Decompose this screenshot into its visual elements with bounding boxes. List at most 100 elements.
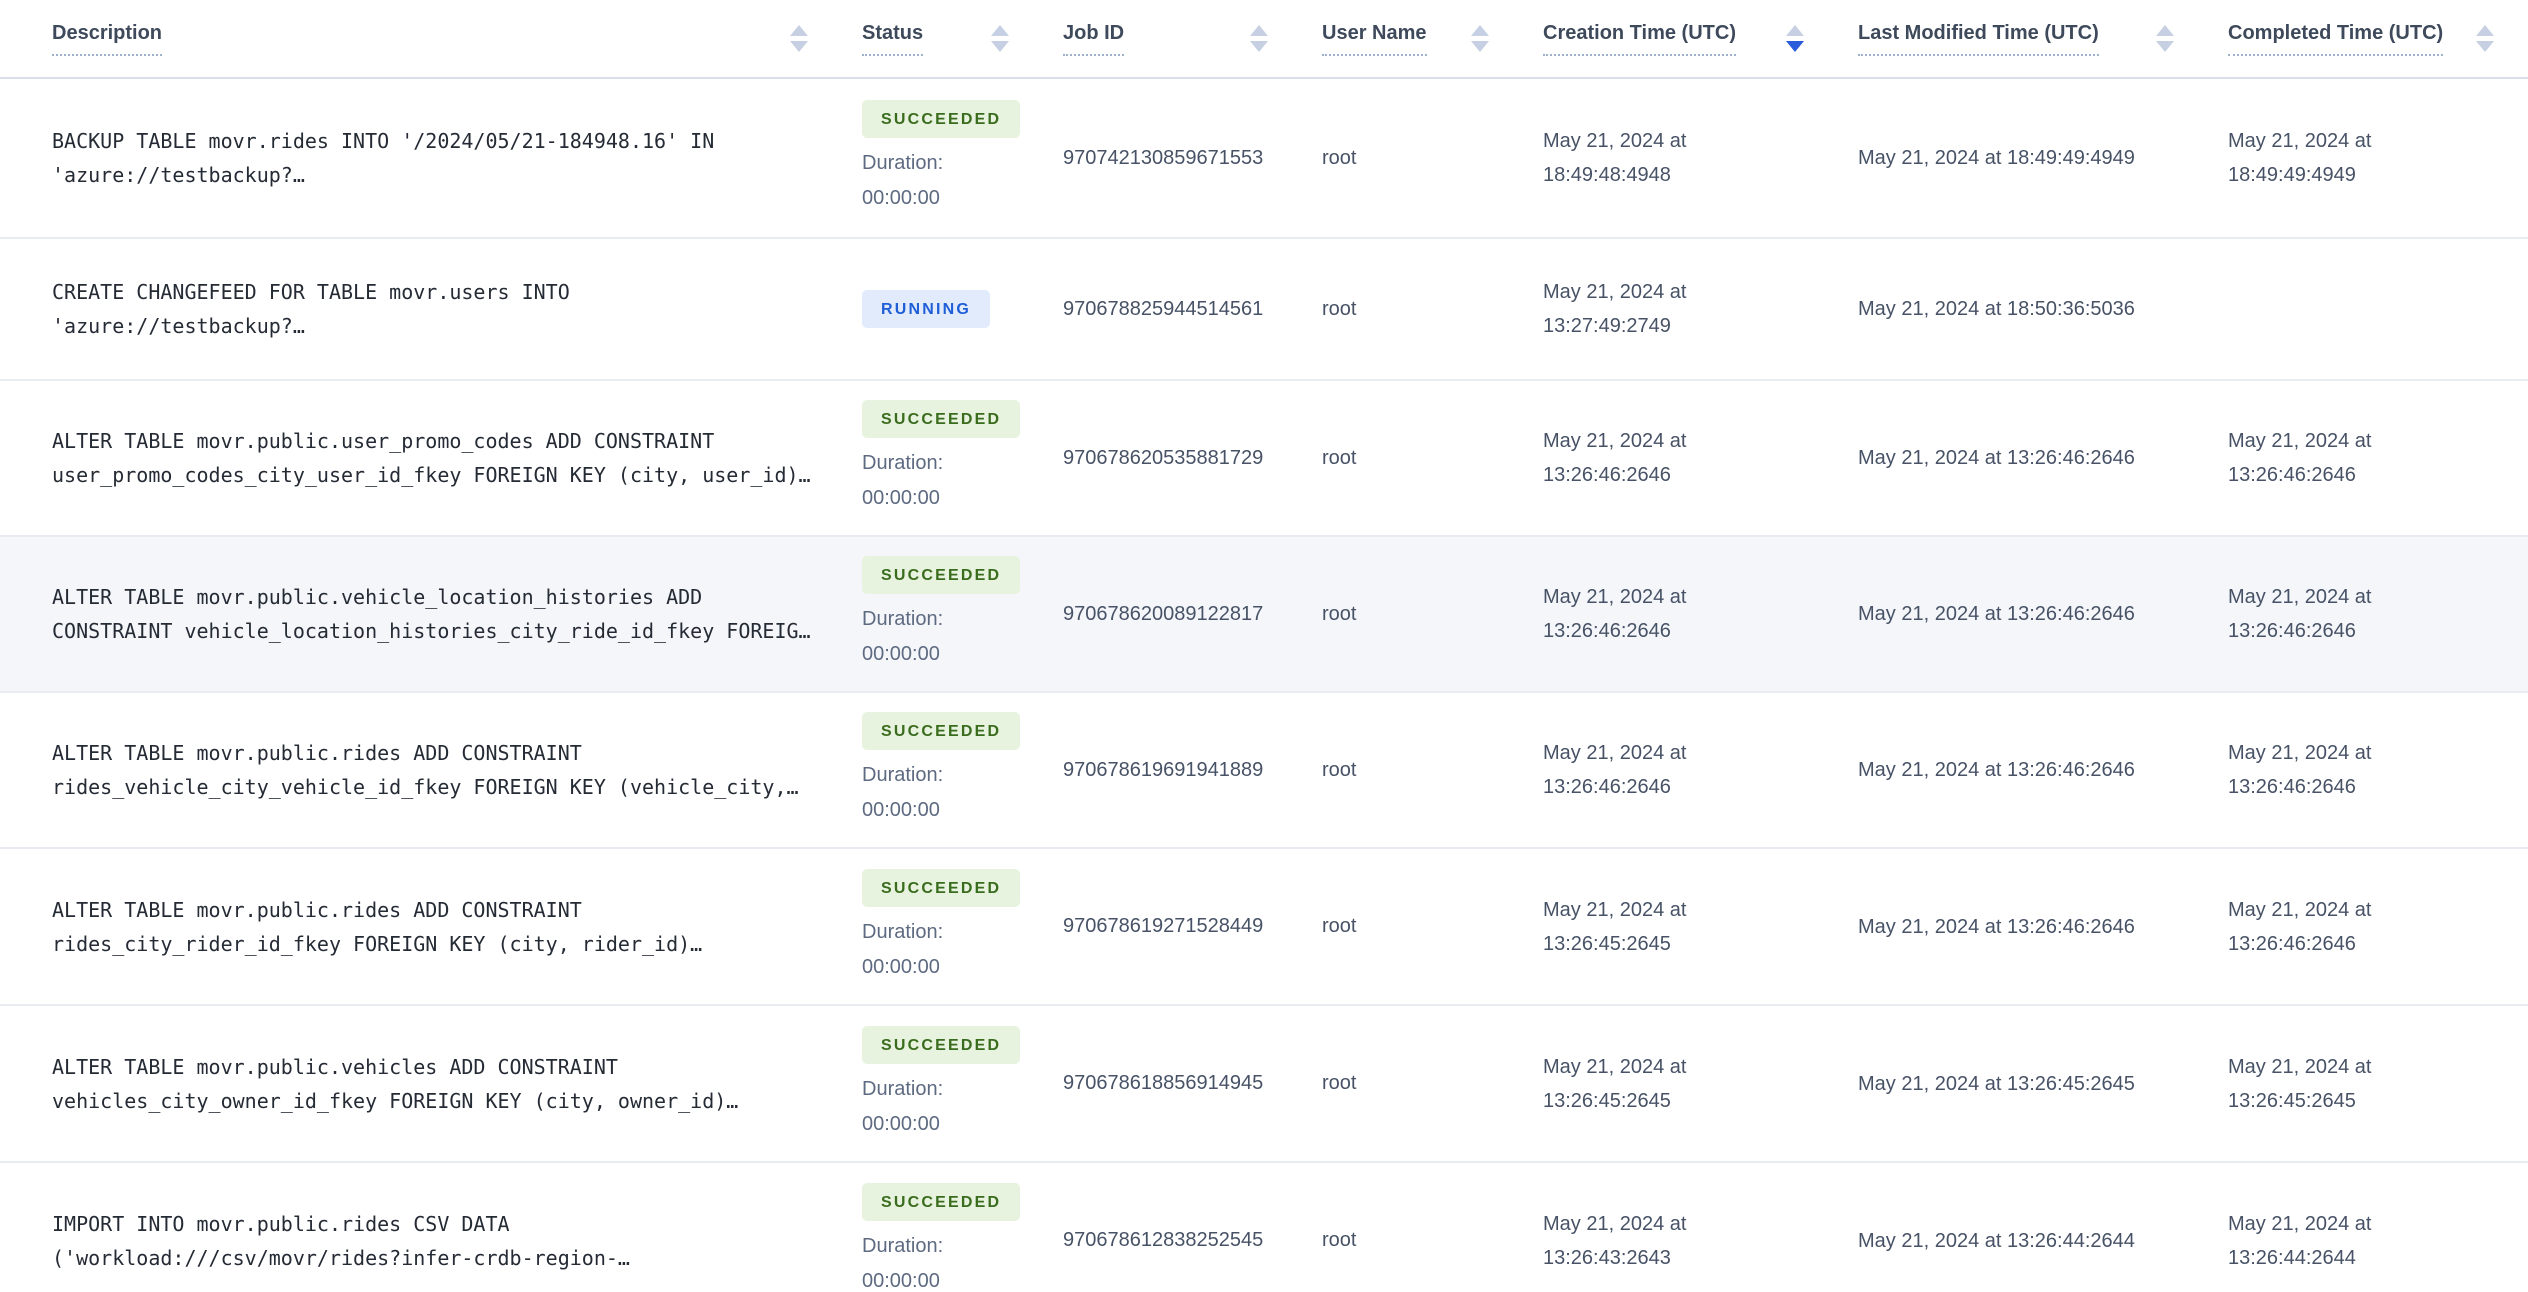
sort-icon[interactable] [2476,25,2494,52]
duration-label: Duration: [862,764,944,786]
sort-icon[interactable] [1786,25,1804,52]
job-id: 970678612838252545 [1063,1229,1264,1251]
sort-icon[interactable] [790,25,808,52]
status-badge: SUCCEEDED [862,400,1021,438]
job-id: 970678618856914945 [1063,1072,1264,1094]
column-label: Completed Time (UTC) [2228,22,2444,56]
status-badge: SUCCEEDED [862,1182,1021,1221]
sort-icon[interactable] [1471,25,1489,52]
job-id: 970742130859671553 [1063,146,1264,169]
column-header-status[interactable]: Status [842,0,1043,79]
job-description-link[interactable]: CREATE CHANGEFEED FOR TABLE movr.users I… [52,280,570,338]
last-modified-time: May 21, 2024 at 13:26:44:2644 [1858,1229,2135,1252]
job-id: 970678620535881729 [1063,446,1264,469]
table-row[interactable]: IMPORT INTO movr.public.rides CSV DATA ('… [0,1162,2528,1292]
user-name: root [1322,297,1357,320]
job-description-link[interactable]: ALTER TABLE movr.public.user_promo_codes… [52,429,811,487]
sort-icon[interactable] [1250,25,1268,52]
duration: Duration: 00:00:00 [862,1229,1043,1292]
job-description-link[interactable]: ALTER TABLE movr.public.vehicle_location… [52,585,811,643]
duration-label: Duration: [862,452,944,474]
last-modified-time: May 21, 2024 at 13:26:46:2646 [1858,759,2135,781]
duration-value: 00:00:00 [862,643,940,665]
creation-time: May 21, 2024 at 13:26:46:2646 [1543,430,1687,486]
column-label: Last Modified Time (UTC) [1858,22,2099,56]
completed-time: May 21, 2024 at 13:26:46:2646 [2228,430,2372,486]
table-row[interactable]: ALTER TABLE movr.public.vehicle_location… [0,536,2528,692]
status-badge: SUCCEEDED [862,1025,1021,1064]
duration-value: 00:00:00 [862,1269,940,1292]
status-badge: SUCCEEDED [862,100,1021,138]
duration-label: Duration: [862,920,944,943]
status-badge: RUNNING [862,290,991,328]
user-name: root [1322,446,1357,469]
column-header-job-id[interactable]: Job ID [1043,0,1302,79]
duration-value: 00:00:00 [862,487,940,509]
job-description-link[interactable]: ALTER TABLE movr.public.vehicles ADD CON… [52,1054,739,1113]
table-header-row: Description Status Job ID User Name [0,0,2528,79]
last-modified-time: May 21, 2024 at 13:26:46:2646 [1858,447,2135,469]
last-modified-time: May 21, 2024 at 18:50:36:5036 [1858,298,2135,320]
duration: Duration: 00:00:00 [862,602,1043,672]
column-label: Creation Time (UTC) [1543,22,1736,56]
creation-time: May 21, 2024 at 13:26:45:2645 [1543,898,1687,955]
table-row[interactable]: ALTER TABLE movr.public.vehicles ADD CON… [0,1005,2528,1162]
last-modified-time: May 21, 2024 at 13:26:45:2645 [1858,1072,2135,1095]
column-header-creation-time[interactable]: Creation Time (UTC) [1523,0,1838,79]
job-description-link[interactable]: BACKUP TABLE movr.rides INTO '/2024/05/2… [52,129,715,187]
creation-time: May 21, 2024 at 13:26:46:2646 [1543,742,1687,798]
job-description-link[interactable]: ALTER TABLE movr.public.rides ADD CONSTR… [52,741,799,799]
last-modified-time: May 21, 2024 at 13:26:46:2646 [1858,915,2135,938]
last-modified-time: May 21, 2024 at 13:26:46:2646 [1858,603,2135,625]
duration-value: 00:00:00 [862,799,940,821]
job-id: 970678619691941889 [1063,758,1264,781]
creation-time: May 21, 2024 at 13:26:45:2645 [1543,1055,1687,1112]
duration: Duration: 00:00:00 [862,915,1043,985]
user-name: root [1322,146,1357,169]
user-name: root [1322,602,1357,625]
user-name: root [1322,758,1357,781]
user-name: root [1322,1072,1357,1094]
table-row[interactable]: ALTER TABLE movr.public.rides ADD CONSTR… [0,692,2528,848]
column-label: Description [52,22,163,56]
column-label: Status [862,22,924,56]
duration: Duration: 00:00:00 [862,1072,1043,1142]
duration-label: Duration: [862,1077,944,1100]
creation-time: May 21, 2024 at 13:27:49:2749 [1543,281,1687,337]
sort-icon[interactable] [991,25,1009,52]
status-badge: SUCCEEDED [862,556,1021,594]
duration-value: 00:00:00 [862,187,940,209]
table-row[interactable]: ALTER TABLE movr.public.user_promo_codes… [0,380,2528,536]
job-id: 970678620089122817 [1063,602,1264,625]
completed-time: May 21, 2024 at 13:26:46:2646 [2228,586,2372,642]
job-description-link[interactable]: ALTER TABLE movr.public.rides ADD CONSTR… [52,897,703,956]
column-header-description[interactable]: Description [0,0,842,79]
job-description-link[interactable]: IMPORT INTO movr.public.rides CSV DATA ('… [52,1211,630,1270]
creation-time: May 21, 2024 at 13:26:46:2646 [1543,586,1687,642]
completed-time: May 21, 2024 at 13:26:46:2646 [2228,898,2372,955]
column-header-last-modified-time[interactable]: Last Modified Time (UTC) [1838,0,2208,79]
job-id: 970678619271528449 [1063,915,1264,937]
table-row[interactable]: BACKUP TABLE movr.rides INTO '/2024/05/2… [0,78,2528,238]
duration: Duration: 00:00:00 [862,446,1043,516]
table-row[interactable]: ALTER TABLE movr.public.rides ADD CONSTR… [0,848,2528,1005]
column-label: Job ID [1063,22,1125,56]
creation-time: May 21, 2024 at 13:26:43:2643 [1543,1212,1687,1269]
last-modified-time: May 21, 2024 at 18:49:49:4949 [1858,147,2135,169]
completed-time: May 21, 2024 at 13:26:46:2646 [2228,742,2372,798]
column-label: User Name [1322,22,1427,56]
table-row[interactable]: CREATE CHANGEFEED FOR TABLE movr.users I… [0,238,2528,380]
duration-label: Duration: [862,1234,944,1257]
completed-time: May 21, 2024 at 13:26:44:2644 [2228,1212,2372,1269]
user-name: root [1322,915,1357,937]
sort-icon[interactable] [2156,25,2174,52]
duration-label: Duration: [862,152,944,174]
job-id: 970678825944514561 [1063,297,1264,320]
duration-value: 00:00:00 [862,1112,940,1135]
completed-time: May 21, 2024 at 18:49:49:4949 [2228,130,2372,186]
table-body: BACKUP TABLE movr.rides INTO '/2024/05/2… [0,78,2528,1292]
duration-value: 00:00:00 [862,955,940,978]
column-header-completed-time[interactable]: Completed Time (UTC) [2208,0,2528,79]
column-header-user-name[interactable]: User Name [1302,0,1523,79]
